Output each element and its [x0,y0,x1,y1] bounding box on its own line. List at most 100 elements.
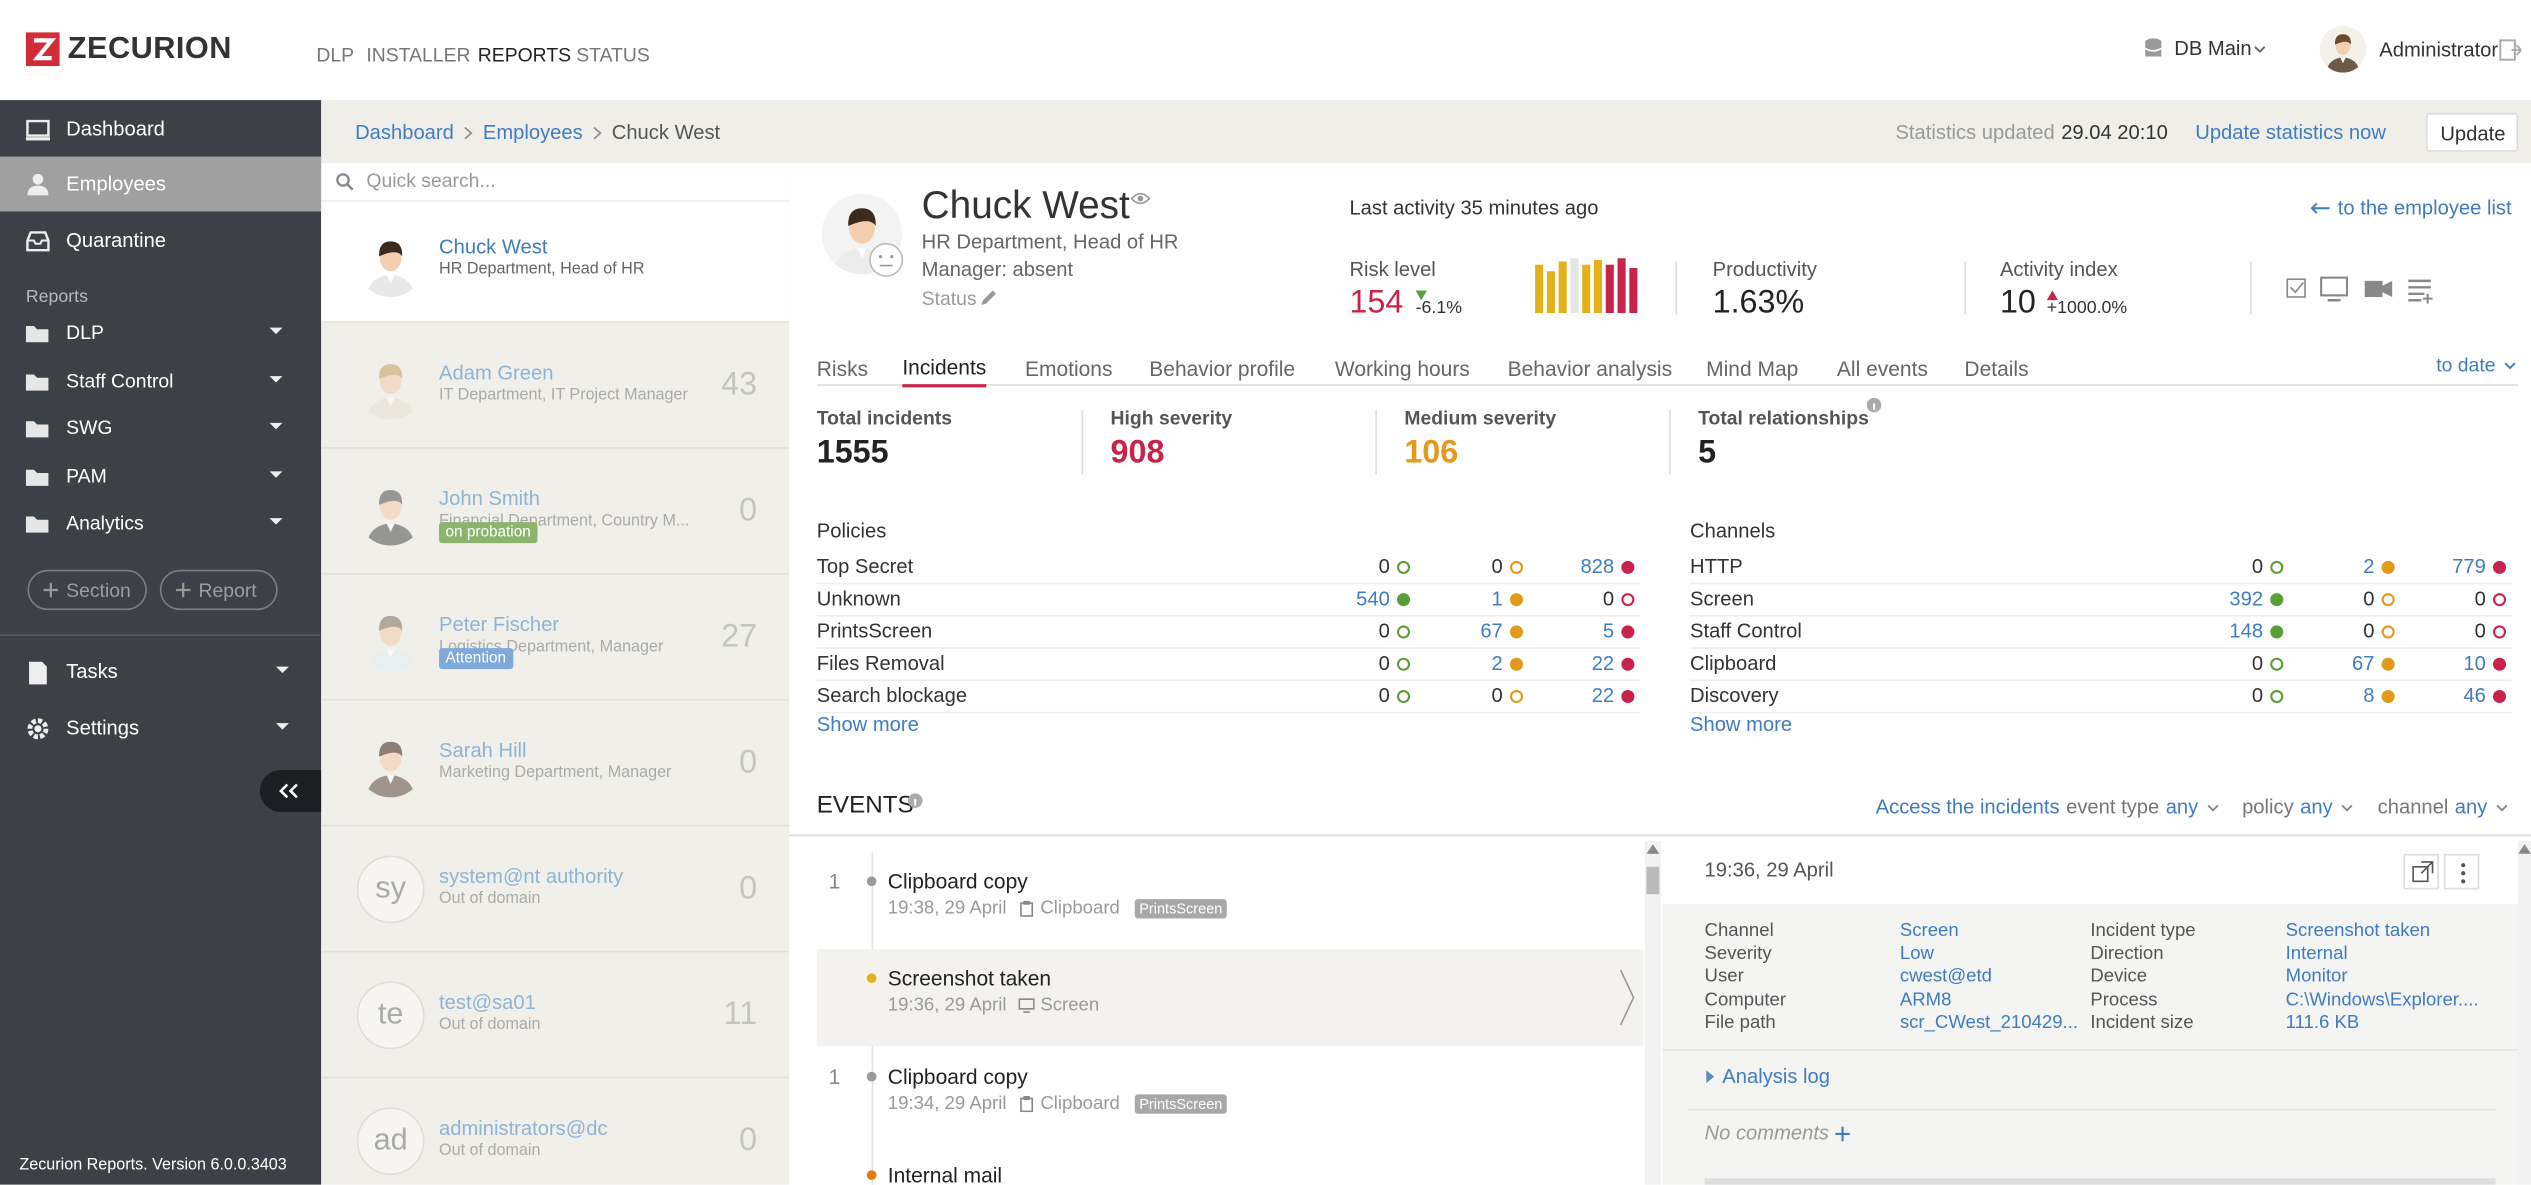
employee-row[interactable]: Sarah Hill Marketing Department, Manager 0 [321,701,790,827]
field-value[interactable]: 111.6 KB [2285,1013,2360,1033]
row-count[interactable]: 148 [2229,619,2264,643]
nav-item[interactable]: REPORTS [477,43,572,67]
back-link-text[interactable]: to the employee list [2337,196,2512,220]
row-count[interactable]: 22 [1591,652,1615,675]
detail-action[interactable] [2403,853,2439,890]
info-icon [907,793,923,809]
employee-row[interactable]: Chuck West HR Department, Head of HR [321,201,790,323]
nav-item[interactable]: DLP [316,43,355,67]
row-count[interactable]: 2 [2363,555,2375,578]
field-value[interactable]: Low [1899,944,1934,964]
employee-row[interactable]: te test@sa01 Out of domain 11 [321,952,790,1079]
employee-row[interactable]: ad administrators@dc Out of domain 0 [321,1078,789,1185]
nav-item[interactable]: STATUS [576,43,650,67]
collapse-button[interactable] [259,769,322,812]
menu-item[interactable]: Employees [66,172,167,196]
filter[interactable]: channel any [2378,796,2510,818]
tab[interactable]: Behavior analysis [1507,356,1673,381]
breadcrumb-item[interactable]: Employees [482,121,583,144]
menu-item[interactable]: Quarantine [66,229,167,252]
search-input[interactable]: Quick search... [366,169,496,193]
show-more[interactable]: Show more [1690,713,1793,737]
update-button[interactable]: Update [2426,112,2519,152]
menu-item[interactable]: Settings [66,716,140,740]
back-link[interactable]: to the employee list [2310,196,2512,220]
filter[interactable]: event type any [2066,796,2221,818]
tab[interactable]: Working hours [1334,356,1470,381]
filter[interactable]: policy any [2242,796,2355,818]
row-count[interactable]: 1 [1491,587,1503,611]
row-count[interactable]: 67 [1480,619,1503,643]
icon-part [1619,969,1635,1026]
tab[interactable]: All events [1836,356,1928,381]
row-count: 0 [1378,619,1390,643]
event-title[interactable]: Clipboard copy [887,869,1028,894]
icon-part [1866,397,1882,413]
event-title[interactable]: Internal mail [887,1163,1003,1185]
menu-item[interactable]: Tasks [66,660,118,683]
icon-part [1593,259,1603,314]
event-channel: Screen [1040,995,1100,1016]
row-count[interactable]: 67 [2351,652,2375,675]
breadcrumb-item[interactable]: Dashboard [355,121,454,144]
menu-item[interactable]: Analytics [66,511,144,535]
icon-part [2270,624,2284,638]
field-value[interactable]: ARM8 [1899,990,1952,1010]
employee-row[interactable]: John Smith Financial Department, Country … [321,449,790,575]
icon-part [276,666,289,674]
field-value[interactable]: Screen [1899,921,1959,942]
field-value[interactable]: C:\Windows\Explorer.... [2285,990,2479,1010]
field-value[interactable]: scr_CWest_210429... [1899,1013,2079,1033]
show-more[interactable]: Show more [816,713,919,737]
icon-part [2511,44,2522,56]
access-incidents-link[interactable]: Access the incidents [1875,795,2060,819]
event-title[interactable]: Clipboard copy [887,1064,1028,1089]
row-count[interactable]: 2 [1491,652,1503,675]
db-selector[interactable]: DB Main [2174,37,2252,60]
tab[interactable]: Mind Map [1706,356,1799,381]
user-name[interactable]: Administrator [2379,38,2499,62]
row-count[interactable]: 8 [2363,684,2375,708]
employee-row[interactable]: sy system@nt authority Out of domain 0 [321,826,790,953]
row-count[interactable]: 540 [1356,587,1390,611]
icon-part [2144,38,2162,57]
row-count[interactable]: 22 [1591,684,1615,708]
tab[interactable]: Behavior profile [1149,356,1296,381]
employee-row[interactable]: Adam Green IT Department, IT Project Mana… [321,323,790,449]
analysis-log[interactable]: Analysis log [1722,1065,1830,1088]
update-statistics-link[interactable]: Update statistics now [2195,121,2386,144]
field-value[interactable]: Screenshot taken [2285,921,2431,942]
row-count[interactable]: 828 [1580,555,1615,578]
employee-row[interactable]: Peter Fischer Logistics Department, Manag… [321,575,790,701]
tab[interactable]: Details [1964,356,2029,381]
row-name: HTTP [1690,555,1743,578]
date-filter[interactable]: to date [2436,353,2496,377]
row-count[interactable]: 46 [2463,684,2486,708]
row-count[interactable]: 392 [2229,587,2264,611]
row-count[interactable]: 5 [1602,619,1615,643]
nav-item[interactable]: INSTALLER [366,43,471,67]
menu-item[interactable]: Dashboard [66,117,165,141]
menu-item[interactable]: PAM [66,464,107,488]
add-button[interactable]: Section [27,569,147,611]
field-value[interactable]: cwest@etd [1899,967,1992,987]
detail-action[interactable] [2443,853,2480,890]
menu-item[interactable]: Staff Control [66,369,174,393]
tab[interactable]: Incidents [902,355,987,388]
field-value[interactable]: Internal [2285,944,2348,964]
row-count[interactable]: 779 [2452,555,2486,578]
field-value[interactable]: Monitor [2285,967,2348,987]
tab[interactable]: Risks [816,356,869,381]
row-count[interactable]: 10 [2463,652,2486,675]
tab[interactable]: Emotions [1024,356,1113,381]
icon-part [356,603,425,672]
employee-status[interactable]: Status [921,287,977,310]
chevron-right [1619,968,1635,1026]
menu-item[interactable]: DLP [66,321,104,344]
active-row [0,156,322,212]
add-button[interactable]: Report [159,569,278,611]
severity-dot [2270,592,2285,607]
event-title[interactable]: Screenshot taken [887,966,1052,991]
severity-dot [2381,624,2396,639]
menu-item[interactable]: SWG [66,416,113,440]
